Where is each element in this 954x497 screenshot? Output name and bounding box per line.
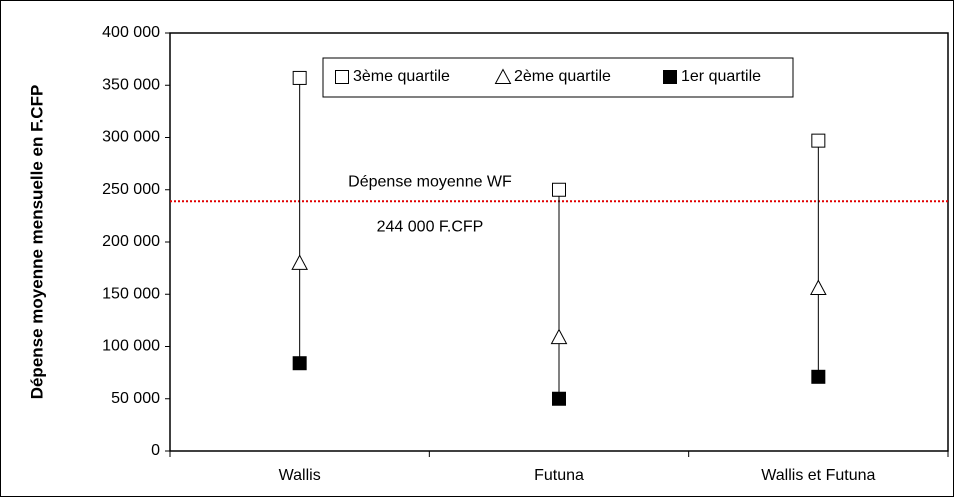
data-point	[811, 369, 826, 384]
data-point	[292, 70, 307, 85]
y-axis-label: Dépense moyenne mensuelle en F.CFP	[27, 85, 46, 400]
legend-box	[322, 57, 794, 98]
y-tick-label: 100 000	[102, 338, 160, 355]
y-tick-label: 150 000	[102, 285, 160, 302]
reference-label: Dépense moyenne WF	[348, 173, 512, 190]
reference-sublabel: 244 000 F.CFP	[377, 218, 484, 235]
y-tick-label: 200 000	[102, 233, 160, 250]
legend-label: 3ème quartile	[353, 68, 450, 85]
legend: 3ème quartile 2ème quartile 1er quartile	[322, 57, 794, 98]
legend-marker	[494, 68, 512, 84]
data-point	[552, 182, 566, 197]
data-point	[552, 391, 566, 406]
data-point	[291, 254, 309, 270]
y-tick-label: 50 000	[111, 390, 160, 407]
data-point	[809, 279, 827, 295]
data-point	[550, 328, 568, 345]
legend-marker	[663, 70, 677, 84]
y-tick-label: 0	[151, 442, 160, 459]
y-tick-label: 350 000	[102, 76, 160, 93]
legend-marker	[335, 70, 349, 84]
x-tick-label: Wallis et Futuna	[761, 467, 875, 484]
y-tick-label: 400 000	[102, 24, 160, 41]
y-tick-label: 300 000	[102, 129, 160, 146]
legend-label: 2ème quartile	[514, 68, 611, 85]
legend-label: 1er quartile	[681, 68, 761, 85]
x-tick-label: Futuna	[534, 467, 584, 484]
y-tick-label: 250 000	[102, 181, 160, 198]
data-point	[811, 133, 826, 148]
x-tick-label: Wallis	[279, 467, 321, 484]
data-point	[292, 356, 307, 371]
